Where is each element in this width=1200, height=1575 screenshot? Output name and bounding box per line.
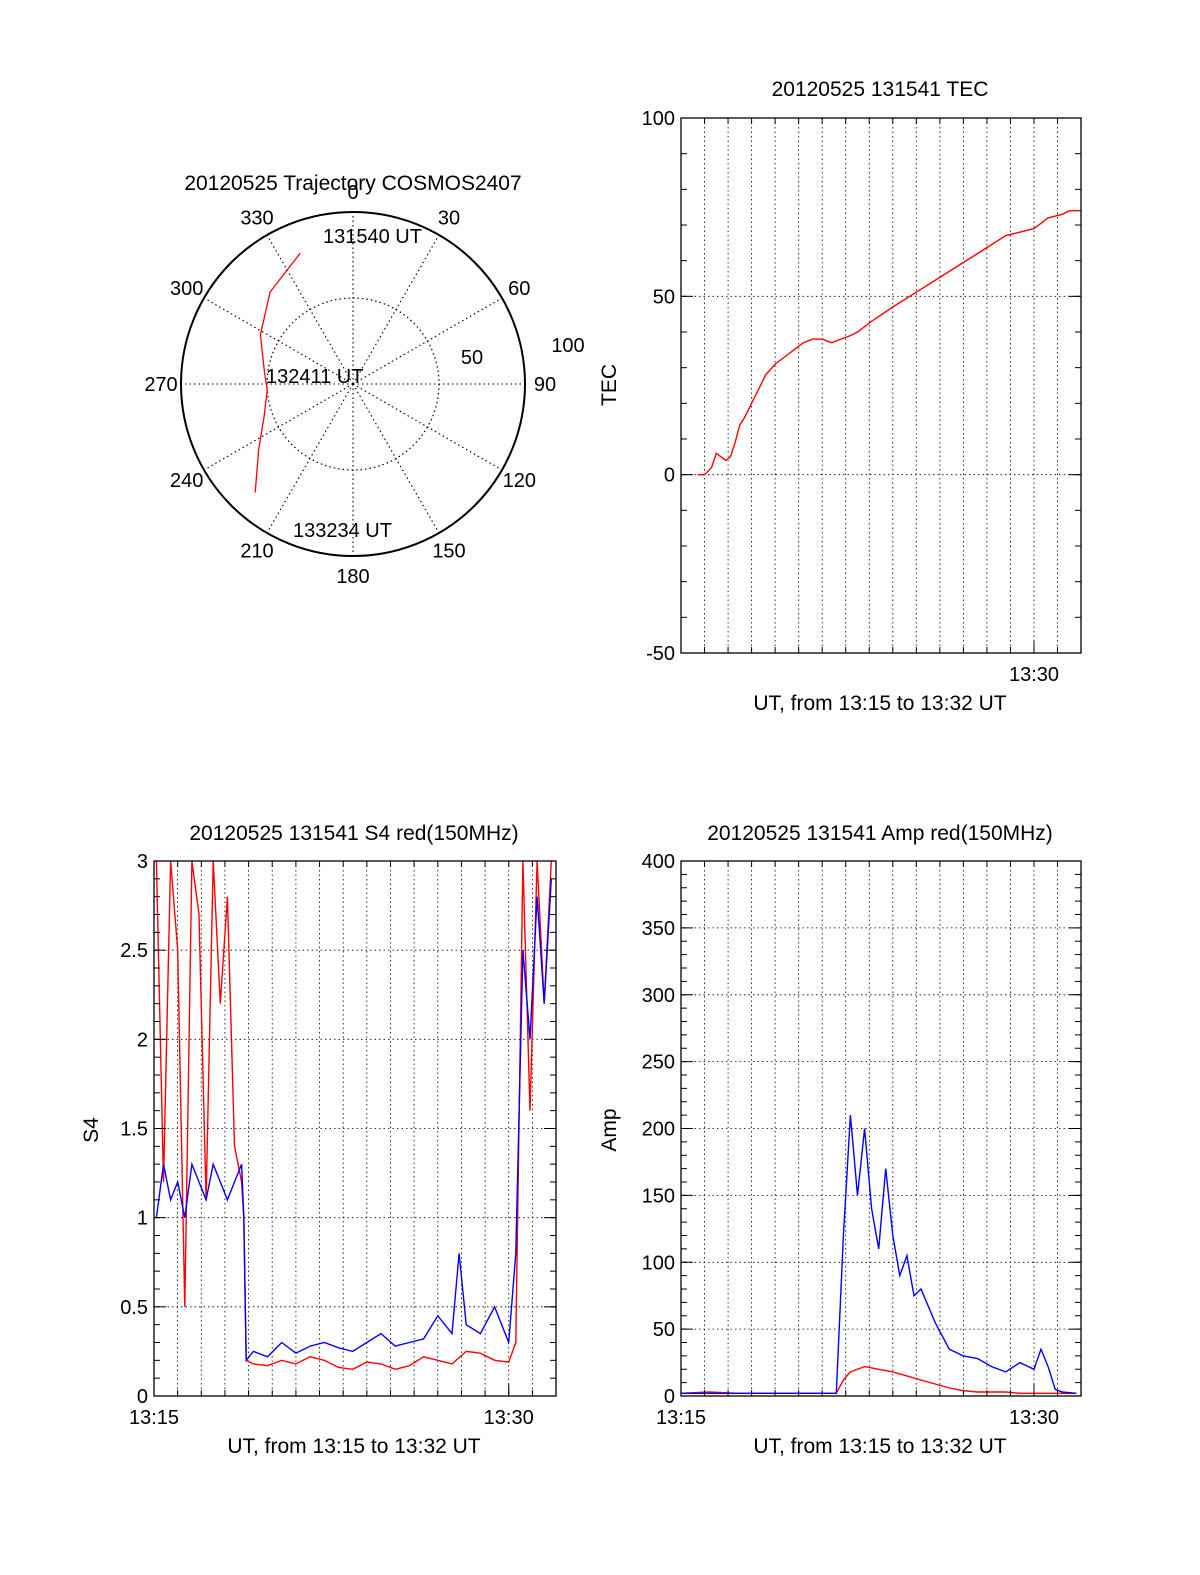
polar-angle-label-90: 90 <box>534 374 556 396</box>
amp-ytick-label: 350 <box>642 918 675 940</box>
s4-grid <box>154 861 556 1396</box>
amp-series <box>681 1115 1077 1394</box>
s4-ytick-label: 0 <box>137 1386 148 1408</box>
amp-xtick-label: 13:15 <box>656 1407 706 1429</box>
s4-title: 20120525 131541 S4 red(150MHz) <box>189 822 518 845</box>
amp-ylabel: Amp <box>598 1108 621 1151</box>
amp-ytick-label: 50 <box>653 1319 675 1341</box>
polar-spoke-120 <box>352 383 503 471</box>
s4-ytick-label: 3 <box>137 851 148 873</box>
amp-ytick-label: 400 <box>642 851 675 873</box>
amp-xtick-label: 13:30 <box>1009 1407 1059 1429</box>
annotation-mid-time: 132411 UT <box>266 366 363 388</box>
polar-angle-label-330: 330 <box>240 208 273 230</box>
polar-angle-label-120: 120 <box>503 470 536 492</box>
polar-spoke-210 <box>266 383 354 534</box>
polar-spoke-240 <box>203 383 354 471</box>
radial-label-100: 100 <box>551 335 584 357</box>
polar-angle-label-0: 0 <box>347 182 358 204</box>
tec-grid <box>681 118 1081 653</box>
amp-xlabel: UT, from 13:15 to 13:32 UT <box>753 1435 1006 1458</box>
polar-angle-label-30: 30 <box>438 208 460 230</box>
tec-ytick-label: 50 <box>653 286 675 308</box>
s4-xlabel: UT, from 13:15 to 13:32 UT <box>227 1435 480 1458</box>
amp-ytick-label: 250 <box>642 1052 675 1074</box>
polar-spoke-60 <box>352 297 503 385</box>
s4-ytick-label: 0.5 <box>120 1297 148 1319</box>
amp-grid <box>681 861 1081 1396</box>
amp-ytick-label: 0 <box>664 1386 675 1408</box>
s4-plot: 20120525 131541 S4 red(150MHz) 0 0.5 1 1.5 2… <box>80 822 557 1458</box>
polar-angle-label-300: 300 <box>170 278 203 300</box>
tec-title: 20120525 131541 TEC <box>772 78 989 101</box>
polar-angle-label-240: 240 <box>170 470 203 492</box>
amp-title: 20120525 131541 Amp red(150MHz) <box>707 822 1053 845</box>
polar-spoke-330 <box>266 234 354 385</box>
amp-ytick-label: 100 <box>642 1252 675 1274</box>
annotation-end-time: 133234 UT <box>293 520 392 542</box>
s4-series-blue <box>155 878 552 1363</box>
s4-series <box>155 861 552 1371</box>
s4-ytick-label: 1.5 <box>120 1119 148 1141</box>
polar-angle-label-60: 60 <box>508 278 530 300</box>
s4-ylabel: S4 <box>80 1117 103 1143</box>
s4-xtick-label: 13:15 <box>129 1407 179 1429</box>
s4-ytick-label: 2.5 <box>120 940 148 962</box>
polar-spoke-150 <box>352 383 440 534</box>
annotation-start-time: 131540 UT <box>323 226 422 248</box>
amp-series-blue <box>681 1115 1077 1394</box>
amp-ytick-label: 300 <box>642 985 675 1007</box>
amp-ytick-label: 200 <box>642 1119 675 1141</box>
polar-angle-label-210: 210 <box>240 540 273 562</box>
tec-ytick-label: -50 <box>646 643 675 665</box>
polar-angle-label-180: 180 <box>336 566 369 588</box>
polar-grid <box>180 211 526 557</box>
tec-plot: 20120525 131541 TEC -50 0 50 100 13:30 UT, f… <box>598 78 1082 715</box>
s4-ytick-label: 2 <box>137 1029 148 1051</box>
polar-angle-label-150: 150 <box>432 540 465 562</box>
tec-ytick-label: 100 <box>642 108 675 130</box>
amp-ytick-label: 150 <box>642 1185 675 1207</box>
polar-angle-labels: 0 30 60 90 120 150 180 210 240 270 300 330 <box>144 182 556 588</box>
tec-xlabel: UT, from 13:15 to 13:32 UT <box>753 692 1006 715</box>
trajectory-track <box>254 252 301 493</box>
amp-series-red <box>681 1365 1077 1394</box>
polar-spoke-300 <box>203 297 354 385</box>
polar-spoke-30 <box>352 234 440 385</box>
trajectory-polar-plot: 20120525 Trajectory COSMOS2407 0 30 60 90 12… <box>144 172 584 588</box>
tec-series <box>697 210 1081 476</box>
s4-series-red <box>155 861 552 1371</box>
polar-angle-label-270: 270 <box>144 374 177 396</box>
s4-ticks: 0 0.5 1 1.5 2 2.5 3 13:15 13:30 <box>120 851 557 1429</box>
s4-ytick-label: 1 <box>137 1208 148 1230</box>
tec-series-red <box>697 210 1081 476</box>
trajectory-title: 20120525 Trajectory COSMOS2407 <box>184 172 521 195</box>
radial-label-50: 50 <box>461 347 483 369</box>
tec-xtick-label: 13:30 <box>1009 664 1059 686</box>
amp-ticks: 0 50 100 150 200 250 300 350 400 13:15 13:30 <box>642 851 1082 1429</box>
tec-ylabel: TEC <box>598 364 621 406</box>
s4-axes-frame <box>153 860 557 1397</box>
polar-radial-labels: 50 100 <box>461 335 585 369</box>
tec-axes-frame <box>680 117 1082 654</box>
amp-plot: 20120525 131541 Amp red(150MHz) 0 50 100 15… <box>598 822 1082 1458</box>
s4-xtick-label: 13:30 <box>484 1407 534 1429</box>
tec-ticks: -50 0 50 100 13:30 <box>642 108 1082 686</box>
tec-ytick-label: 0 <box>664 465 675 487</box>
trajectory-annotations: 131540 UT 132411 UT 133234 UT <box>266 226 422 542</box>
